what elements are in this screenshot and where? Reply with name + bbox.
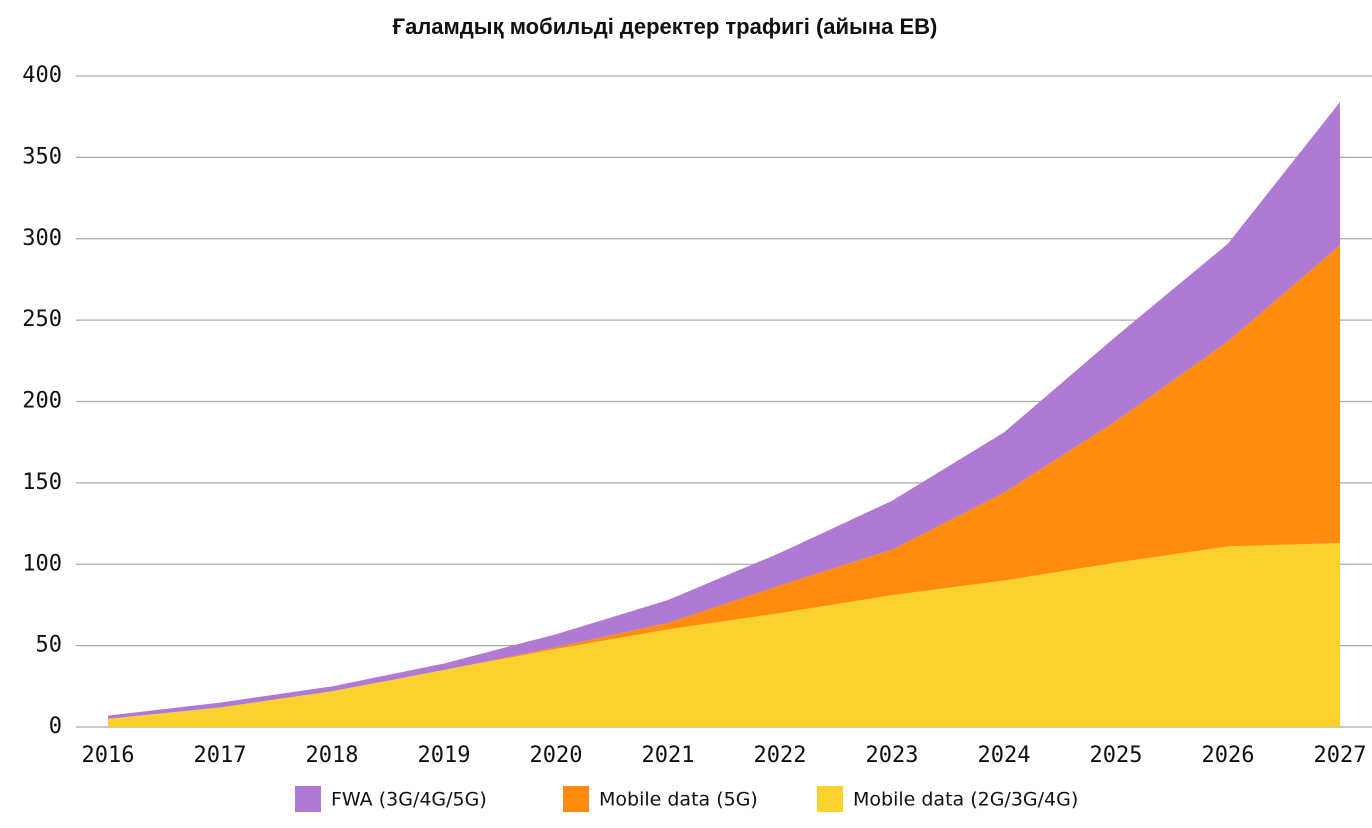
y-tick-label: 400	[22, 63, 62, 88]
area	[108, 102, 1340, 719]
y-tick-label: 200	[22, 389, 62, 414]
area	[108, 245, 1340, 719]
area	[108, 543, 1340, 727]
x-tick-label: 2016	[82, 743, 135, 768]
legend-label: Mobile data (5G)	[599, 789, 758, 811]
y-tick-label: 100	[22, 551, 62, 576]
legend-swatch	[295, 786, 321, 812]
y-tick-label: 300	[22, 226, 62, 251]
legend-swatch	[563, 786, 589, 812]
x-tick-label: 2022	[754, 743, 807, 768]
y-tick-label: 250	[22, 307, 62, 332]
y-tick-label: 350	[22, 144, 62, 169]
x-tick-label: 2023	[866, 743, 919, 768]
x-tick-label: 2027	[1314, 743, 1367, 768]
areas	[108, 102, 1340, 727]
legend-swatch	[817, 786, 843, 812]
x-tick-label: 2018	[306, 743, 359, 768]
x-tick-label: 2019	[418, 743, 471, 768]
legend: FWA (3G/4G/5G) Mobile data (5G) Mobile dat…	[295, 786, 1078, 812]
y-tick-label: 50	[36, 633, 63, 658]
x-tick-label: 2021	[642, 743, 695, 768]
legend-label: FWA (3G/4G/5G)	[331, 789, 487, 811]
y-tick-label: 150	[22, 470, 62, 495]
x-tick-label: 2020	[530, 743, 583, 768]
chart-title: Ғаламдық мобильді деректер трафигі (айын…	[393, 14, 938, 39]
legend-label: Mobile data (2G/3G/4G)	[853, 789, 1078, 811]
x-tick-label: 2025	[1090, 743, 1143, 768]
y-tick-label: 0	[49, 714, 62, 739]
x-tick-label: 2024	[978, 743, 1031, 768]
x-tick-label: 2026	[1202, 743, 1255, 768]
grid	[76, 75, 1372, 728]
labels: 0 50 100 150 200 250 300 350 400 2016 2017 2018 2019…	[22, 63, 1366, 768]
x-tick-label: 2017	[194, 743, 247, 768]
